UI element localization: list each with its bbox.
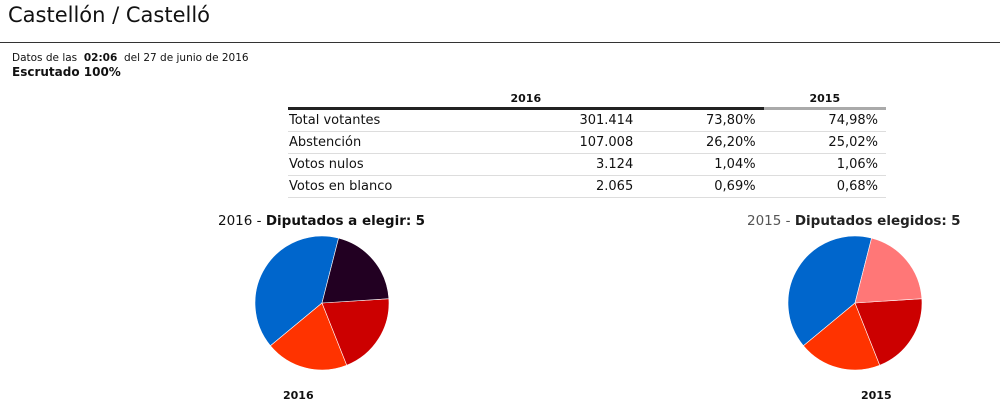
row-percent-2016: 1,04% (641, 153, 764, 176)
date-prefix: Datos de las (12, 52, 78, 64)
date-suffix: del 27 de junio de 2016 (123, 52, 249, 64)
pie-seats-count-2015: 5 (951, 213, 961, 229)
table-row: Abstención 107.008 26,20% 25,02% (288, 131, 886, 154)
pie-slice (854, 237, 923, 304)
pie-year-2015: 2015 (747, 213, 782, 229)
row-label: Votos en blanco (288, 175, 489, 198)
row-percent-2015: 0,68% (763, 175, 886, 198)
pie-slice (803, 302, 881, 371)
pie-slice (321, 237, 390, 304)
pie-slice (321, 298, 390, 366)
pie-chart-2015 (787, 235, 923, 371)
pie-caption-2015: 2015 (861, 389, 892, 402)
pie-caption-2016: 2016 (283, 389, 314, 402)
row-label: Total votantes (288, 108, 489, 132)
pie-chart-2016 (254, 235, 390, 371)
pie-title-2015: 2015 - Diputados elegidos: 5 (747, 213, 961, 229)
row-percent-2016: 73,80% (641, 108, 764, 132)
turnout-table: 2016 2015 Total votantes 301.414 73,80% … (288, 89, 886, 198)
row-percent-2015: 1,06% (763, 153, 886, 176)
pie-slice (270, 302, 348, 371)
pie-slice (854, 298, 923, 366)
table-row: Votos en blanco 2.065 0,69% 0,68% (288, 175, 886, 198)
row-percent-2015: 74,98% (763, 108, 886, 132)
pie-seats-label-2015: Diputados elegidos: (794, 213, 947, 229)
table-row: Votos nulos 3.124 1,04% 1,06% (288, 153, 886, 176)
scrutiny-status: Escrutado 100% (12, 65, 121, 79)
row-value-2016: 3.124 (488, 153, 642, 176)
row-percent-2015: 25,02% (763, 131, 886, 154)
data-timestamp: Datos de las 02:06 del 27 de junio de 20… (12, 52, 249, 64)
title-divider (0, 42, 1000, 43)
row-value-2016: 107.008 (488, 131, 642, 154)
row-value-2016: 2.065 (488, 175, 642, 198)
row-label: Votos nulos (288, 153, 489, 176)
column-header-2016: 2016 (288, 89, 764, 110)
data-time: 02:06 (83, 52, 118, 64)
pie-title-2016: 2016 - Diputados a elegir: 5 (218, 213, 425, 229)
row-label: Abstención (288, 131, 489, 154)
table-header-row: 2016 2015 (288, 89, 886, 110)
pie-seats-label-2016: Diputados a elegir: (265, 213, 412, 229)
page-title: Castellón / Castelló (8, 3, 211, 27)
pie-seats-count-2016: 5 (415, 213, 425, 229)
pie-year-2016: 2016 (218, 213, 253, 229)
row-percent-2016: 0,69% (641, 175, 764, 198)
row-percent-2016: 26,20% (641, 131, 764, 154)
pie-slice (787, 235, 872, 347)
table-row: Total votantes 301.414 73,80% 74,98% (288, 108, 886, 132)
column-header-2015: 2015 (763, 89, 886, 110)
pie-slice (254, 235, 339, 347)
row-value-2016: 301.414 (488, 108, 642, 132)
